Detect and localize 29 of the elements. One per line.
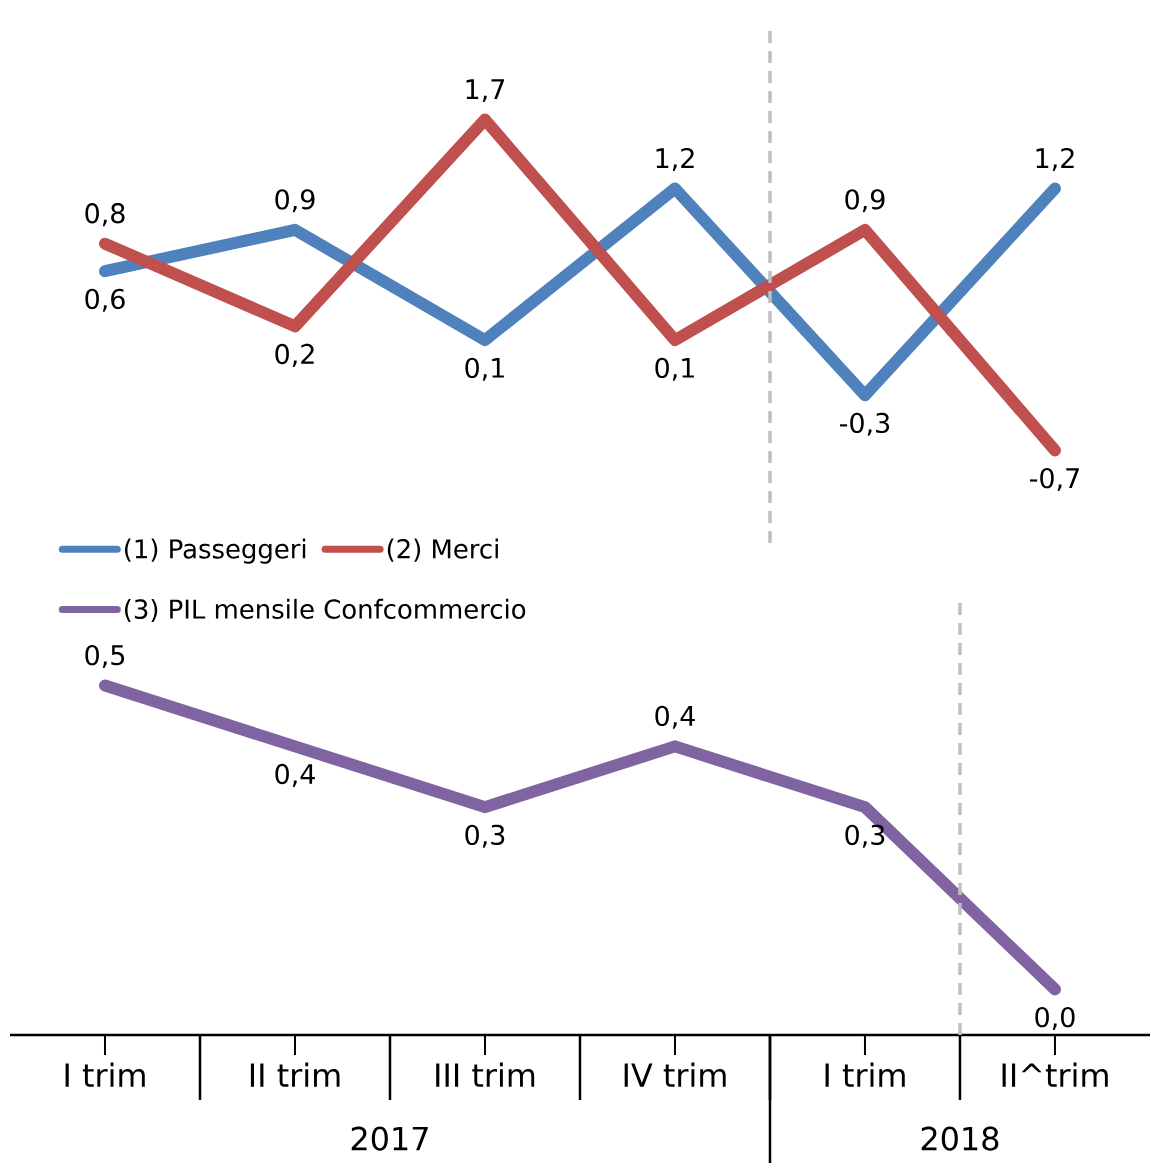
- text: 2018: [921, 1126, 999, 1151]
- x-tick-label: III trim: [436, 1062, 535, 1087]
- text: 2017: [351, 1126, 428, 1151]
- data-label: 0,9: [275, 189, 315, 213]
- data-label: 0,8: [85, 203, 125, 227]
- data-label: 0,9: [845, 189, 885, 213]
- data-label: 1,2: [656, 147, 694, 172]
- data-label: 0,4: [275, 763, 315, 787]
- legend-label: (3) PIL mensile Confcommercio: [124, 598, 526, 622]
- data-label: 0,4: [655, 705, 695, 729]
- data-label: 0,1: [465, 357, 504, 381]
- x-tick-label: I trim: [825, 1062, 905, 1087]
- data-label: 1,7: [466, 79, 505, 103]
- data-label: 0,3: [845, 824, 885, 848]
- data-label: 0,0: [1035, 1006, 1075, 1031]
- legend-label: (1) Passeggeri: [124, 538, 306, 564]
- x-tick-label: II^trim: [1002, 1062, 1108, 1087]
- data-label: 1,2: [1036, 147, 1074, 172]
- data-label: -0,7: [1030, 467, 1079, 491]
- data-label: -0,3: [840, 412, 890, 436]
- data-label: 0,1: [655, 357, 694, 381]
- x-tick-label: IV trim: [624, 1062, 726, 1087]
- x-tick-label: I trim: [65, 1062, 145, 1087]
- x-tick-label: II trim: [250, 1062, 340, 1087]
- data-label: 0,2: [275, 343, 314, 367]
- data-label: 0,6: [85, 288, 125, 312]
- data-label: 0,3: [465, 824, 505, 848]
- legend-label: (2) Merci: [387, 538, 498, 562]
- data-label: 0,5: [85, 644, 125, 669]
